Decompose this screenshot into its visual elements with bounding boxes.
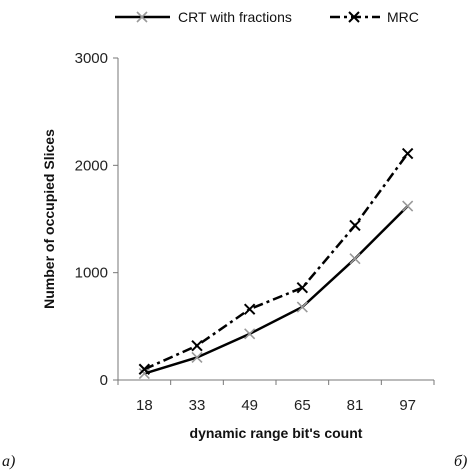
x-tick-label: 49 (241, 397, 258, 414)
legend-item-mrc: MRC (330, 9, 419, 25)
corner-label-right: б) (454, 453, 467, 470)
x-tick-label: 81 (347, 397, 364, 414)
series-layer (138, 147, 414, 380)
data-point-series-0 (191, 351, 203, 364)
x-tick-label: 97 (399, 397, 416, 414)
y-tick-label: 0 (100, 372, 108, 389)
corner-label-left: а) (2, 453, 15, 470)
data-point-series-1 (191, 339, 203, 352)
x-tick-label: 18 (136, 397, 153, 414)
x-tick-label: 65 (294, 397, 311, 414)
legend-item-crt: CRT with fractions (115, 9, 292, 25)
y-axis-title: Number of occupied Slices (41, 129, 57, 309)
data-point-series-0 (402, 200, 414, 212)
legend-label-mrc: MRC (387, 9, 419, 25)
data-point-series-0 (349, 253, 361, 265)
x-tick-labels: 18 33 49 65 81 97 (117, 380, 435, 414)
y-tick-labels: 0 1000 2000 3000 (75, 50, 118, 389)
series-line-1 (143, 152, 409, 371)
legend-label-crt: CRT with fractions (178, 9, 292, 25)
x-tick-label: 33 (189, 397, 206, 414)
y-tick-label: 2000 (75, 157, 108, 174)
legend-marker-mrc (348, 11, 360, 23)
data-point-series-1 (243, 303, 256, 315)
data-point-series-0 (138, 367, 150, 380)
y-tick-label: 3000 (75, 50, 108, 67)
y-tick-label: 1000 (75, 265, 108, 282)
data-point-series-0 (296, 301, 308, 313)
x-axis-title: dynamic range bit's count (190, 425, 363, 441)
legend-marker-crt (136, 11, 148, 23)
series-line-0 (143, 205, 409, 375)
legend: CRT with fractions MRC (115, 9, 419, 25)
data-point-series-1 (401, 147, 414, 160)
data-point-series-1 (349, 219, 361, 232)
data-point-series-1 (138, 363, 151, 375)
data-point-series-0 (244, 328, 256, 340)
data-point-series-1 (296, 281, 309, 294)
